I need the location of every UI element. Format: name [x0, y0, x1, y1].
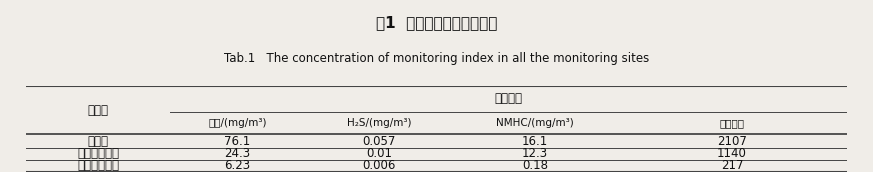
Text: 进气口: 进气口 — [87, 135, 108, 148]
Text: 监测点: 监测点 — [87, 104, 108, 117]
Text: 217: 217 — [721, 159, 743, 172]
Text: 0.006: 0.006 — [362, 159, 395, 172]
Text: 改造前出气口: 改造前出气口 — [77, 147, 119, 160]
Text: 0.01: 0.01 — [366, 147, 392, 160]
Text: 76.1: 76.1 — [224, 135, 251, 148]
Text: 0.18: 0.18 — [522, 159, 548, 172]
Text: H₂S/(mg/m³): H₂S/(mg/m³) — [347, 118, 411, 128]
Text: Tab.1   The concentration of monitoring index in all the monitoring sites: Tab.1 The concentration of monitoring in… — [223, 52, 650, 65]
Text: 1140: 1140 — [717, 147, 747, 160]
Text: 油烟/(mg/m³): 油烟/(mg/m³) — [209, 118, 267, 128]
Text: 24.3: 24.3 — [224, 147, 251, 160]
Text: 0.057: 0.057 — [362, 135, 395, 148]
Text: 监测项目: 监测项目 — [494, 92, 522, 105]
Text: 改造后出气口: 改造后出气口 — [77, 159, 119, 172]
Text: 6.23: 6.23 — [224, 159, 251, 172]
Text: NMHC/(mg/m³): NMHC/(mg/m³) — [496, 118, 574, 128]
Text: 臭气浓度: 臭气浓度 — [719, 118, 745, 128]
Text: 12.3: 12.3 — [522, 147, 548, 160]
Text: 2107: 2107 — [717, 135, 747, 148]
Text: 表1  各监测点监测指标浓度: 表1 各监测点监测指标浓度 — [375, 15, 498, 30]
Text: 16.1: 16.1 — [522, 135, 548, 148]
